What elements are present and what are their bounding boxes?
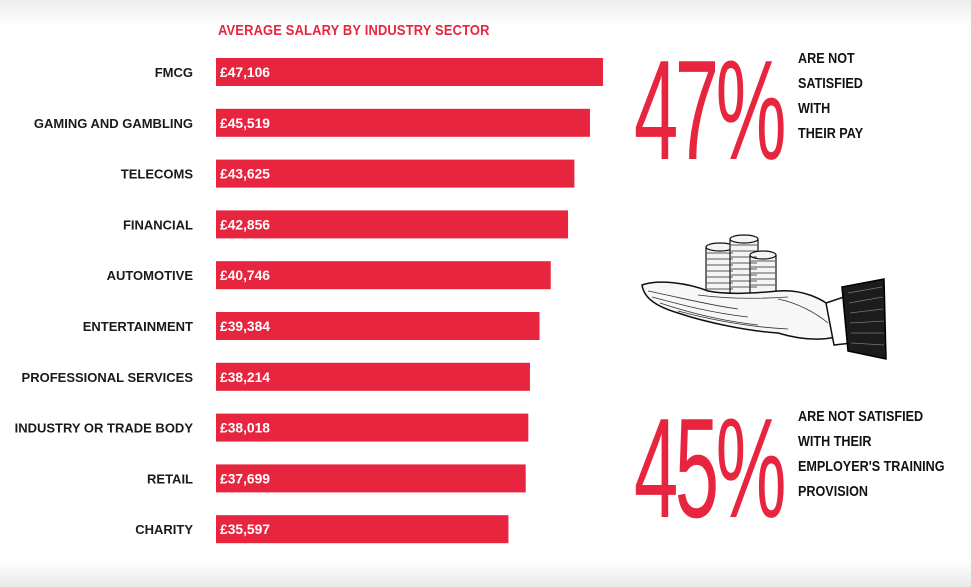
bar-value-label: £35,597 bbox=[220, 521, 270, 537]
stat-pay-caption-line: WITH bbox=[798, 96, 863, 121]
bar-value-label: £39,384 bbox=[220, 318, 270, 334]
category-label: AUTOMOTIVE bbox=[107, 268, 194, 283]
category-label: ENTERTAINMENT bbox=[83, 319, 193, 334]
stat-training-caption-line: ARE NOT SATISFIED bbox=[798, 404, 945, 429]
salary-bar bbox=[216, 109, 590, 137]
category-label: FMCG bbox=[155, 65, 193, 80]
category-label: TELECOMS bbox=[121, 167, 194, 182]
stat-pay-percentage: 47% bbox=[634, 40, 783, 182]
stat-pay-caption-line: ARE NOT bbox=[798, 46, 863, 71]
stat-pay-caption-line: SATISFIED bbox=[798, 71, 863, 96]
stat-training-caption-line: EMPLOYER'S TRAINING bbox=[798, 454, 945, 479]
salary-bar bbox=[216, 58, 603, 86]
category-label: RETAIL bbox=[147, 471, 193, 486]
category-label: CHARITY bbox=[135, 522, 193, 537]
category-label: GAMING AND GAMBLING bbox=[34, 116, 193, 131]
category-label: INDUSTRY OR TRADE BODY bbox=[15, 421, 194, 436]
hand-holding-coins-icon bbox=[638, 233, 888, 383]
stat-training-caption-line: WITH THEIR bbox=[798, 429, 945, 454]
category-label: FINANCIAL bbox=[123, 217, 193, 232]
bar-value-label: £43,625 bbox=[220, 166, 270, 182]
bar-value-label: £45,519 bbox=[220, 115, 270, 131]
bar-value-label: £42,856 bbox=[220, 216, 270, 232]
stat-training-caption-line: PROVISION bbox=[798, 479, 945, 504]
stat-pay-caption-line: THEIR PAY bbox=[798, 121, 863, 146]
bar-value-label: £47,106 bbox=[220, 64, 270, 80]
stat-pay-caption: ARE NOT SATISFIED WITH THEIR PAY bbox=[798, 46, 863, 146]
bar-value-label: £37,699 bbox=[220, 470, 270, 486]
salary-bar-chart: FMCG £47,106 GAMING AND GAMBLING £45,519 TEL… bbox=[0, 0, 610, 587]
category-label: PROFESSIONAL SERVICES bbox=[22, 370, 194, 385]
stat-training-caption: ARE NOT SATISFIED WITH THEIR EMPLOYER'S … bbox=[798, 404, 945, 504]
bar-value-label: £38,018 bbox=[220, 420, 270, 436]
bar-value-label: £40,746 bbox=[220, 267, 270, 283]
stat-training-percentage: 45% bbox=[634, 398, 783, 540]
bar-value-label: £38,214 bbox=[220, 369, 270, 385]
